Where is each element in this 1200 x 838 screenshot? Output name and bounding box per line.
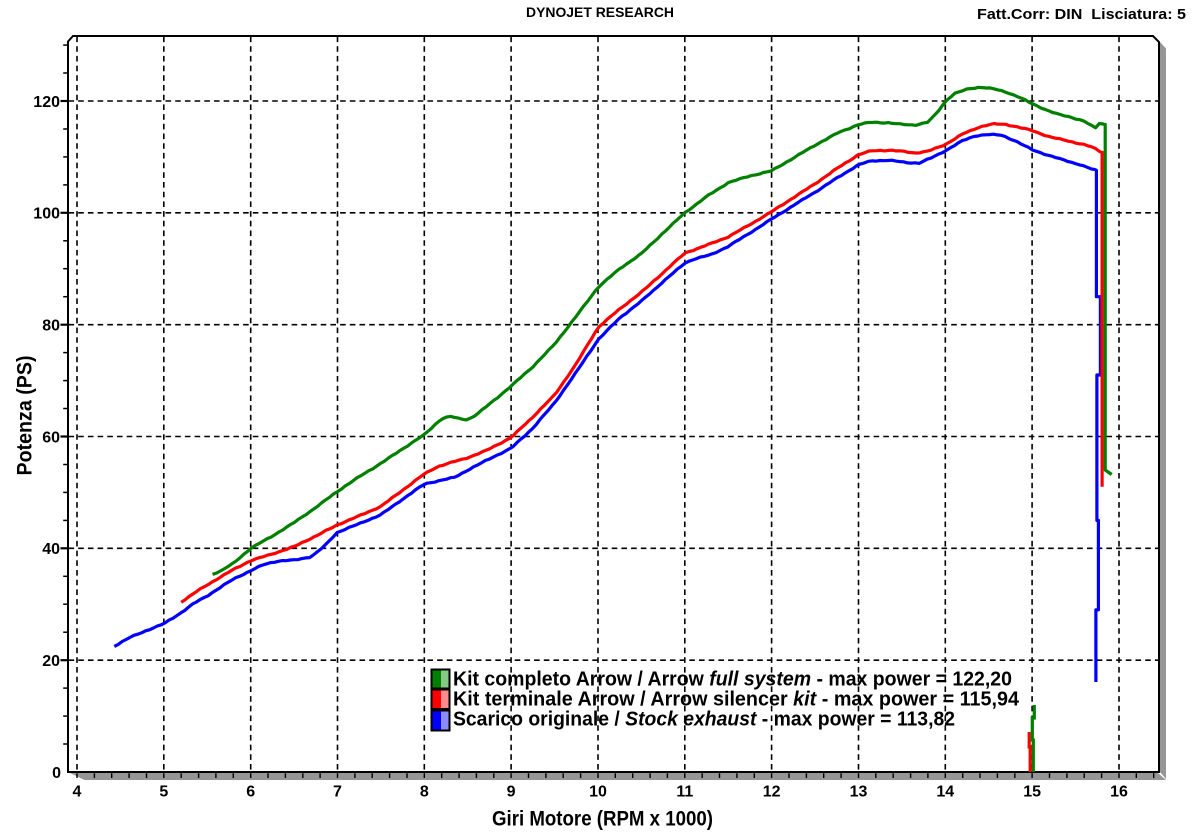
svg-text:100: 100 (33, 206, 60, 223)
svg-text:Scarico originale / Stock exha: Scarico originale / Stock exhaust - max … (453, 709, 955, 731)
svg-text:Giri Motore (RPM x 1000): Giri Motore (RPM x 1000) (492, 807, 713, 831)
svg-text:20: 20 (42, 653, 60, 670)
svg-text:Potenza (PS): Potenza (PS) (13, 356, 37, 476)
svg-text:40: 40 (42, 541, 60, 558)
svg-text:16: 16 (1110, 784, 1128, 801)
svg-text:7: 7 (333, 784, 342, 801)
svg-text:Fatt.Corr: DIN Lisciatura: 5: Fatt.Corr: DIN Lisciatura: 5 (977, 7, 1186, 23)
svg-text:Kit terminale Arrow / Arrow si: Kit terminale Arrow / Arrow silencer kit… (453, 689, 1020, 711)
svg-text:11: 11 (676, 784, 693, 801)
svg-text:9: 9 (507, 784, 516, 801)
svg-text:13: 13 (850, 784, 868, 801)
svg-text:14: 14 (936, 784, 954, 801)
svg-text:60: 60 (42, 429, 60, 446)
svg-text:12: 12 (763, 784, 781, 801)
svg-text:80: 80 (42, 318, 60, 335)
svg-text:10: 10 (589, 784, 607, 801)
svg-text:5: 5 (159, 784, 168, 801)
svg-text:DYNOJET RESEARCH: DYNOJET RESEARCH (526, 5, 674, 20)
svg-text:120: 120 (33, 94, 60, 111)
svg-text:0: 0 (52, 765, 61, 782)
svg-text:8: 8 (420, 784, 429, 801)
svg-text:Kit completo Arrow / Arrow ful: Kit completo Arrow / Arrow full system -… (453, 669, 1012, 691)
svg-text:6: 6 (246, 784, 255, 801)
svg-text:4: 4 (73, 784, 82, 801)
svg-text:15: 15 (1023, 784, 1041, 801)
